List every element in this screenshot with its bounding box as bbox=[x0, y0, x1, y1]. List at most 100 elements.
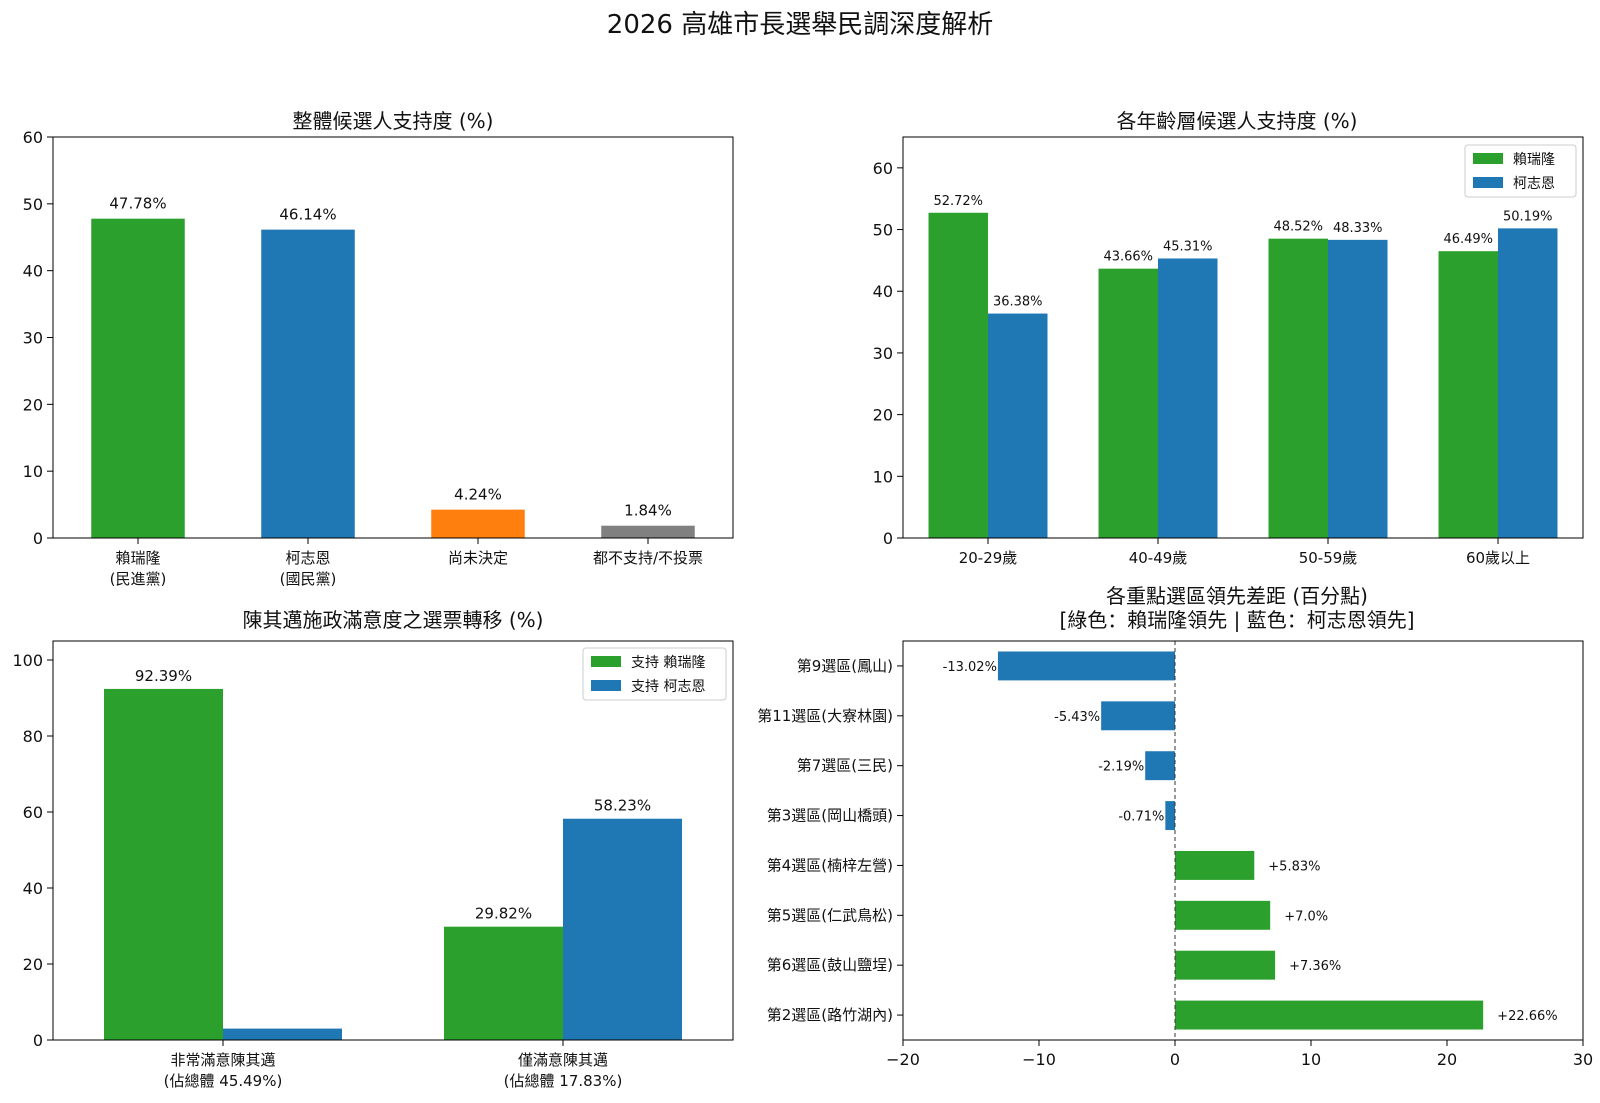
category-label-overall-3-0: 都不支持/不投票 bbox=[593, 549, 703, 567]
bar-transfer-0-0 bbox=[104, 688, 223, 1040]
value-label-age-1-3: 50.19% bbox=[1503, 209, 1553, 224]
bar-transfer-1-1 bbox=[563, 818, 682, 1040]
category-label-districts-5: 第5選區(仁武鳥松) bbox=[767, 906, 893, 924]
plot-frame-transfer bbox=[52, 640, 734, 1041]
value-label-transfer-0-1: 29.82% bbox=[475, 905, 532, 923]
bar-age-1-1 bbox=[1158, 258, 1218, 538]
bar-age-0-1 bbox=[1098, 268, 1158, 538]
xtick-label-districts-4: 20 bbox=[1437, 1050, 1457, 1069]
legend-label-age-0: 賴瑞隆 bbox=[1513, 152, 1555, 168]
legend-label-transfer-1: 支持 柯志恩 bbox=[631, 679, 705, 695]
value-label-age-1-0: 36.38% bbox=[993, 295, 1043, 310]
category-label-age-0-0: 20-29歲 bbox=[959, 549, 1018, 567]
category-label-overall-1-1: (國民黨) bbox=[280, 570, 337, 588]
bar-districts-3 bbox=[1165, 801, 1175, 831]
legend-swatch-age-1 bbox=[1473, 177, 1503, 188]
value-label-age-0-1: 43.66% bbox=[1103, 250, 1153, 265]
ytick-label-age-3: 30 bbox=[873, 344, 893, 363]
legend-label-transfer-0: 支持 賴瑞隆 bbox=[631, 655, 705, 671]
value-label-transfer-0-0: 92.39% bbox=[135, 667, 192, 685]
xtick-label-districts-3: 10 bbox=[1301, 1050, 1321, 1069]
value-label-districts-5: +7.0% bbox=[1284, 909, 1328, 924]
ytick-label-transfer-5: 100 bbox=[12, 651, 43, 670]
value-label-districts-2: -2.19% bbox=[1098, 760, 1144, 775]
bar-districts-5 bbox=[1175, 900, 1271, 930]
category-label-transfer-0-1: (佔總體 45.49%) bbox=[164, 1072, 283, 1090]
bar-age-1-2 bbox=[1328, 239, 1388, 539]
value-label-overall-1: 46.14% bbox=[279, 206, 336, 224]
value-label-age-1-2: 48.33% bbox=[1333, 221, 1383, 236]
value-label-overall-3: 1.84% bbox=[624, 502, 672, 520]
bar-transfer-1-0 bbox=[223, 1028, 342, 1040]
category-label-districts-6: 第6選區(鼓山鹽埕) bbox=[767, 956, 893, 974]
value-label-age-0-0: 52.72% bbox=[933, 194, 983, 209]
legend-swatch-transfer-0 bbox=[591, 656, 621, 667]
age-support-chart: 各年齡層候選人支持度 (%) 52.72% 43.66% 48.52% 46.49% 3… bbox=[873, 109, 1584, 567]
category-label-districts-7: 第2選區(路竹湖內) bbox=[767, 1006, 893, 1024]
value-label-districts-7: +22.66% bbox=[1497, 1009, 1557, 1024]
overall-chart-title: 整體候選人支持度 (%) bbox=[293, 109, 494, 133]
ytick-label-age-5: 50 bbox=[873, 221, 893, 240]
value-label-districts-0: -13.02% bbox=[943, 660, 997, 675]
bar-age-1-0 bbox=[988, 313, 1048, 538]
category-label-districts-3: 第3選區(岡山橋頭) bbox=[767, 807, 893, 825]
bar-districts-7 bbox=[1175, 1000, 1484, 1030]
ytick-label-overall-6: 60 bbox=[23, 128, 43, 147]
bar-districts-6 bbox=[1175, 950, 1276, 980]
category-label-districts-1: 第11選區(大寮林園) bbox=[757, 707, 893, 725]
bar-transfer-0-1 bbox=[444, 926, 563, 1040]
xtick-label-districts-1: −10 bbox=[1022, 1050, 1056, 1069]
value-label-transfer-1-1: 58.23% bbox=[594, 797, 651, 815]
legend-label-age-1: 柯志恩 bbox=[1513, 176, 1555, 192]
value-label-districts-3: -0.71% bbox=[1118, 810, 1164, 825]
xtick-label-districts-5: 30 bbox=[1573, 1050, 1593, 1069]
category-label-districts-0: 第9選區(鳳山) bbox=[797, 657, 893, 675]
ytick-label-transfer-2: 40 bbox=[23, 879, 43, 898]
bar-age-1-3 bbox=[1498, 228, 1558, 538]
ytick-label-age-6: 60 bbox=[873, 159, 893, 178]
category-label-age-2-0: 50-59歲 bbox=[1299, 549, 1358, 567]
bar-overall-2 bbox=[431, 509, 525, 538]
bar-districts-1 bbox=[1101, 701, 1175, 731]
category-label-districts-2: 第7選區(三民) bbox=[797, 757, 893, 775]
value-label-districts-6: +7.36% bbox=[1289, 959, 1341, 974]
bar-overall-1 bbox=[261, 229, 355, 539]
bar-districts-4 bbox=[1175, 850, 1255, 880]
legend-swatch-age-0 bbox=[1473, 153, 1503, 164]
bar-overall-0 bbox=[91, 218, 185, 538]
category-label-age-1-0: 40-49歲 bbox=[1129, 549, 1188, 567]
age-chart-title: 各年齡層候選人支持度 (%) bbox=[1117, 109, 1358, 133]
ytick-label-overall-4: 40 bbox=[23, 262, 43, 281]
legend-swatch-transfer-1 bbox=[591, 680, 621, 691]
category-label-transfer-1-0: 僅滿意陳其邁 bbox=[518, 1051, 608, 1069]
vote-transfer-chart: 陳其邁施政滿意度之選票轉移 (%) 92.39% 29.82% 58.23% 0 20 4… bbox=[12, 608, 734, 1090]
ytick-label-overall-2: 20 bbox=[23, 395, 43, 414]
ytick-label-overall-5: 50 bbox=[23, 195, 43, 214]
ytick-label-transfer-4: 80 bbox=[23, 727, 43, 746]
bar-age-0-0 bbox=[928, 212, 988, 538]
ytick-label-overall-0: 0 bbox=[33, 529, 43, 548]
plot-frame-districts bbox=[902, 640, 1584, 1041]
transfer-chart-title: 陳其邁施政滿意度之選票轉移 (%) bbox=[243, 608, 544, 632]
bar-districts-2 bbox=[1145, 751, 1175, 781]
ytick-label-transfer-1: 20 bbox=[23, 955, 43, 974]
ytick-label-transfer-3: 60 bbox=[23, 803, 43, 822]
bar-overall-3 bbox=[601, 525, 695, 538]
district-lead-chart: 各重點選區領先差距 (百分點) [綠色：賴瑞隆領先 | 藍色：柯志恩領先] -1… bbox=[757, 584, 1593, 1069]
value-label-age-0-3: 46.49% bbox=[1443, 232, 1493, 247]
ytick-label-age-2: 20 bbox=[873, 406, 893, 425]
xtick-label-districts-0: −20 bbox=[886, 1050, 920, 1069]
category-label-overall-1-0: 柯志恩 bbox=[285, 549, 330, 567]
value-label-age-1-1: 45.31% bbox=[1163, 239, 1213, 254]
district-chart-title: 各重點選區領先差距 (百分點) bbox=[1106, 584, 1368, 608]
ytick-label-age-0: 0 bbox=[883, 529, 893, 548]
overall-support-chart: 整體候選人支持度 (%) 47.78% 46.14% 4.24% 1.84% 0 10 20… bbox=[23, 109, 734, 588]
category-label-districts-4: 第4選區(楠梓左營) bbox=[767, 856, 893, 874]
category-label-overall-2-0: 尚未決定 bbox=[448, 549, 508, 567]
ytick-label-age-1: 10 bbox=[873, 467, 893, 486]
bar-age-0-2 bbox=[1268, 238, 1328, 538]
plot-frame-age bbox=[902, 136, 1584, 539]
district-chart-subtitle: [綠色：賴瑞隆領先 | 藍色：柯志恩領先] bbox=[1059, 608, 1414, 632]
